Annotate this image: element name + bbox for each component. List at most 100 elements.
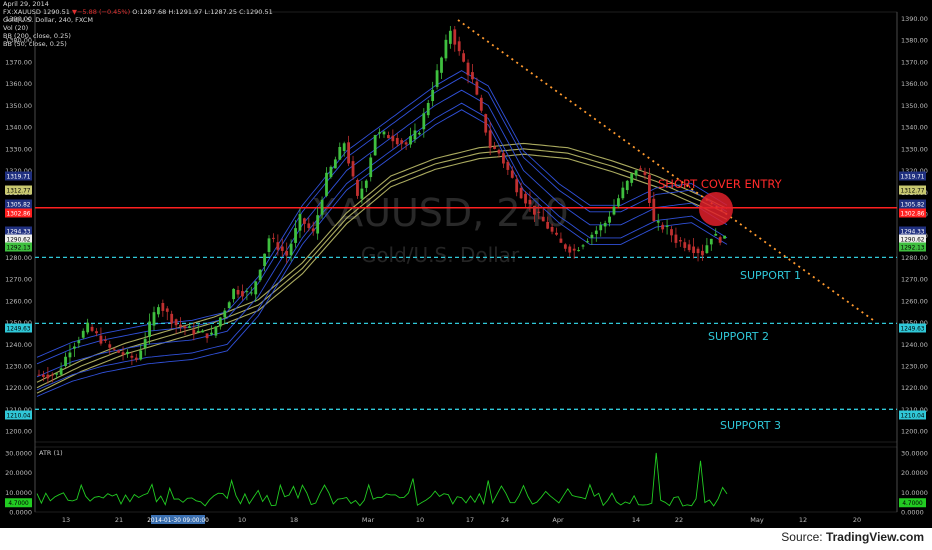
candle-body: [519, 187, 523, 199]
candle-body: [515, 179, 519, 193]
time-tick-label: 21: [115, 516, 123, 524]
bb50-band-line: [36, 70, 728, 358]
candle-body: [294, 228, 297, 243]
candle-body: [170, 313, 174, 324]
price-tick-label: 1250.00: [901, 319, 928, 327]
right-price-tag: [899, 171, 926, 181]
candle-body: [409, 136, 412, 145]
atr-tick-label: 20.0000: [901, 469, 928, 477]
candle-body: [621, 187, 625, 199]
indicator-bb50[interactable]: BB (50, close, 0.25): [3, 40, 67, 48]
price-tick-label: 1230.00: [5, 362, 32, 370]
candle-body: [64, 356, 67, 366]
time-tick-label: Mar: [362, 516, 375, 524]
support1-label: SUPPORT 1: [740, 269, 801, 282]
left-price-tag: [5, 410, 32, 420]
candle-body: [466, 62, 470, 76]
candle-body: [108, 344, 112, 348]
candle-body: [329, 166, 333, 178]
atr-tick-label: 0.0000: [901, 509, 924, 517]
indicator-vol[interactable]: Vol (20): [3, 24, 29, 32]
candle-body: [254, 281, 258, 295]
candle-body: [387, 135, 390, 139]
candle-body: [179, 324, 182, 327]
candle-body: [241, 291, 244, 297]
candle-body: [656, 220, 660, 223]
candle-body: [643, 171, 647, 175]
right-price-tag: [899, 199, 926, 209]
candle-body: [249, 292, 253, 294]
candle-body: [201, 330, 205, 333]
source-label: Source:: [781, 530, 826, 544]
candle-body: [356, 179, 359, 196]
right-price-tag-text: 1249.63: [901, 326, 925, 332]
candle-body: [130, 355, 134, 358]
candle-body: [440, 57, 443, 73]
right-price-tag: [899, 410, 926, 420]
price-tick-label: 1270.00: [901, 276, 928, 284]
left-price-tag: [5, 323, 32, 333]
candle-body: [537, 211, 541, 213]
candle-body: [196, 330, 200, 332]
candle-body: [448, 30, 452, 44]
right-price-tag-text: 1305.82: [901, 202, 925, 208]
candle-body: [674, 234, 678, 243]
right-price-tag: [899, 242, 926, 252]
entry-circle-marker: [699, 192, 733, 226]
chart-frame: 1390.00 1390.00 1380.00 1380.00 1370.00 1370.…: [0, 0, 932, 528]
candle-body: [232, 288, 236, 300]
left-atr-tag: [5, 498, 32, 508]
source-brand[interactable]: TradingView.com: [825, 530, 924, 544]
candle-body: [117, 350, 121, 353]
left-price-tag: [5, 199, 32, 209]
right-price-tag-text: 1290.62: [901, 237, 925, 243]
right-price-tag: [899, 208, 926, 218]
candle-body: [37, 374, 41, 376]
bb50-band-line: [36, 102, 728, 391]
bb200-band-line: [36, 148, 728, 389]
candle-body: [528, 199, 532, 205]
candle-body: [422, 113, 426, 130]
left-price-tag-text: 1292.13: [7, 245, 31, 251]
candle-body: [391, 135, 395, 142]
left-price-tag-text: 1294.33: [7, 229, 31, 235]
right-atr-tag: [899, 498, 926, 508]
candle-body: [77, 340, 81, 344]
candle-body: [435, 70, 439, 87]
candle-body: [484, 114, 488, 133]
candle-body: [90, 326, 94, 331]
candle-body: [143, 338, 147, 349]
right-atr-tag-text: 4.7000: [902, 501, 923, 507]
right-price-tag-text: 1302.86: [901, 211, 925, 217]
left-price-tag-text: 1210.04: [7, 413, 31, 419]
time-tick-label: 10: [238, 516, 246, 524]
price-tick-label: 1340.00: [901, 124, 928, 132]
right-price-tag-text: 1294.33: [901, 229, 925, 235]
right-price-tag: [899, 323, 926, 333]
price-tick-label: 1320.00: [5, 167, 32, 175]
candle-body: [134, 357, 138, 360]
price-tick-label: 1200.00: [901, 428, 928, 436]
price-chart[interactable]: 1390.00 1390.00 1380.00 1380.00 1370.00 1370.…: [0, 0, 932, 528]
candle-body: [174, 319, 178, 326]
candle-body: [581, 245, 585, 247]
candle-body: [258, 269, 262, 281]
candle-body: [714, 233, 718, 236]
candle-body: [692, 246, 696, 254]
atr-tick-label: 20.0000: [5, 469, 32, 477]
indicator-bb200[interactable]: BB (200, close, 0.25): [3, 32, 71, 40]
candle-body: [210, 332, 213, 335]
candle-body: [701, 250, 704, 256]
downtrend-line: [457, 19, 874, 321]
candle-body: [599, 224, 603, 231]
candle-body: [572, 248, 576, 251]
candle-body: [378, 132, 381, 134]
candle-body: [165, 308, 169, 312]
candle-body: [555, 232, 558, 235]
price-tick-label: 1270.00: [5, 276, 32, 284]
candle-body: [272, 237, 275, 239]
candle-body: [227, 302, 231, 309]
candle-body: [342, 143, 346, 151]
candle-body: [81, 330, 85, 338]
left-price-tag-text: 1249.63: [7, 326, 31, 332]
